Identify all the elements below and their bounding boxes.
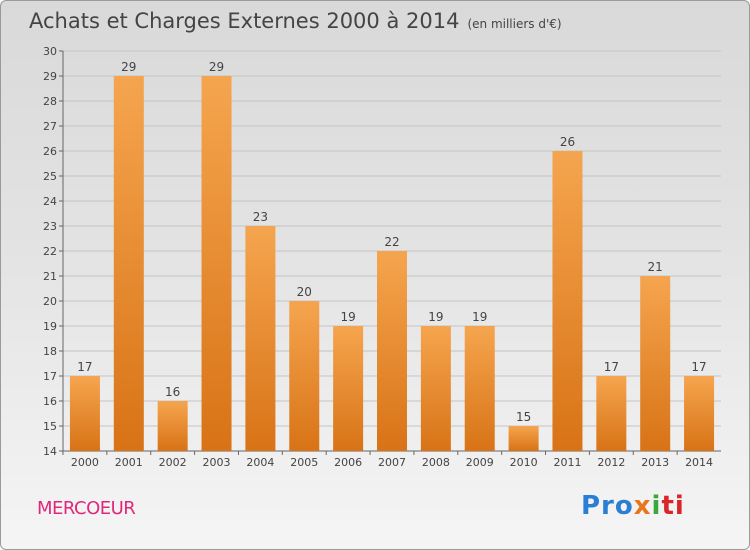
x-tick-label: 2006 — [334, 456, 362, 469]
data-label: 19 — [472, 310, 487, 324]
bar — [552, 151, 583, 451]
x-tick-label: 2012 — [597, 456, 625, 469]
y-tick-label: 25 — [43, 170, 57, 183]
bars — [69, 76, 715, 451]
x-tick-label: 2007 — [378, 456, 406, 469]
y-tick-label: 20 — [43, 295, 57, 308]
y-tick-label: 21 — [43, 270, 57, 283]
y-tick-label: 16 — [43, 395, 57, 408]
y-tick-label: 22 — [43, 245, 57, 258]
bar — [464, 326, 495, 451]
data-label: 17 — [77, 360, 92, 374]
chart-title-text: Achats et Charges Externes 2000 à 2014 — [29, 9, 460, 33]
data-label: 17 — [604, 360, 619, 374]
proxiti-logo: Proxiti — [581, 491, 685, 521]
y-tick-label: 15 — [43, 420, 57, 433]
bar — [596, 376, 627, 451]
bar — [420, 326, 451, 451]
bar — [69, 376, 100, 451]
bar — [640, 276, 671, 451]
chart-title: Achats et Charges Externes 2000 à 2014 (e… — [29, 9, 562, 33]
x-tick-label: 2011 — [553, 456, 581, 469]
bar — [684, 376, 715, 451]
data-label: 23 — [253, 210, 268, 224]
y-tick-label: 27 — [43, 120, 57, 133]
bar — [113, 76, 144, 451]
x-tick-label: 2014 — [685, 456, 713, 469]
bar — [245, 226, 276, 451]
y-tick-label: 28 — [43, 95, 57, 108]
x-tick-label: 2002 — [159, 456, 187, 469]
bar — [157, 401, 188, 451]
x-tick-label: 2005 — [290, 456, 318, 469]
data-label: 16 — [165, 385, 180, 399]
data-label: 15 — [516, 410, 531, 424]
data-label: 19 — [340, 310, 355, 324]
y-tick-label: 29 — [43, 70, 57, 83]
data-labels: 17 29 16 29 23 20 19 22 19 19 15 26 17 21 17 — [77, 60, 706, 424]
logo-part-2: x — [633, 491, 652, 521]
x-tick-label: 2009 — [466, 456, 494, 469]
data-label: 17 — [691, 360, 706, 374]
y-tick-label: 14 — [43, 445, 57, 458]
logo-part-1: Pro — [581, 491, 634, 521]
x-tick-label: 2008 — [422, 456, 450, 469]
x-tick-label: 2001 — [115, 456, 143, 469]
x-tick-label: 2004 — [246, 456, 274, 469]
logo-part-3: i — [651, 491, 662, 521]
logo-part-4: ti — [661, 491, 685, 521]
y-tick-label: 30 — [43, 45, 57, 58]
x-tick-label: 2010 — [510, 456, 538, 469]
y-tick-label: 17 — [43, 370, 57, 383]
y-tick-label: 18 — [43, 345, 57, 358]
x-tick-label: 2013 — [641, 456, 669, 469]
data-label: 20 — [297, 285, 312, 299]
bar — [508, 426, 539, 451]
data-label: 26 — [560, 135, 575, 149]
data-label: 19 — [428, 310, 443, 324]
commune-name: MERCOEUR — [37, 498, 136, 519]
data-label: 22 — [384, 235, 399, 249]
data-label: 21 — [648, 260, 663, 274]
y-tick-label: 19 — [43, 320, 57, 333]
data-label: 29 — [209, 60, 224, 74]
y-tick-label: 23 — [43, 220, 57, 233]
chart-subtitle: (en milliers d'€) — [467, 17, 562, 31]
bar — [377, 251, 407, 451]
bar — [289, 301, 320, 451]
data-label: 29 — [121, 60, 136, 74]
y-tick-label: 26 — [43, 145, 57, 158]
x-tick-label: 2003 — [203, 456, 231, 469]
bar — [201, 76, 232, 451]
bar — [333, 326, 364, 451]
y-tick-label: 24 — [43, 195, 57, 208]
x-tick-label: 2000 — [71, 456, 99, 469]
tick-labels: 14 15 16 17 18 19 20 21 22 23 24 25 26 27 28 29 30 2000 20… — [43, 45, 713, 469]
